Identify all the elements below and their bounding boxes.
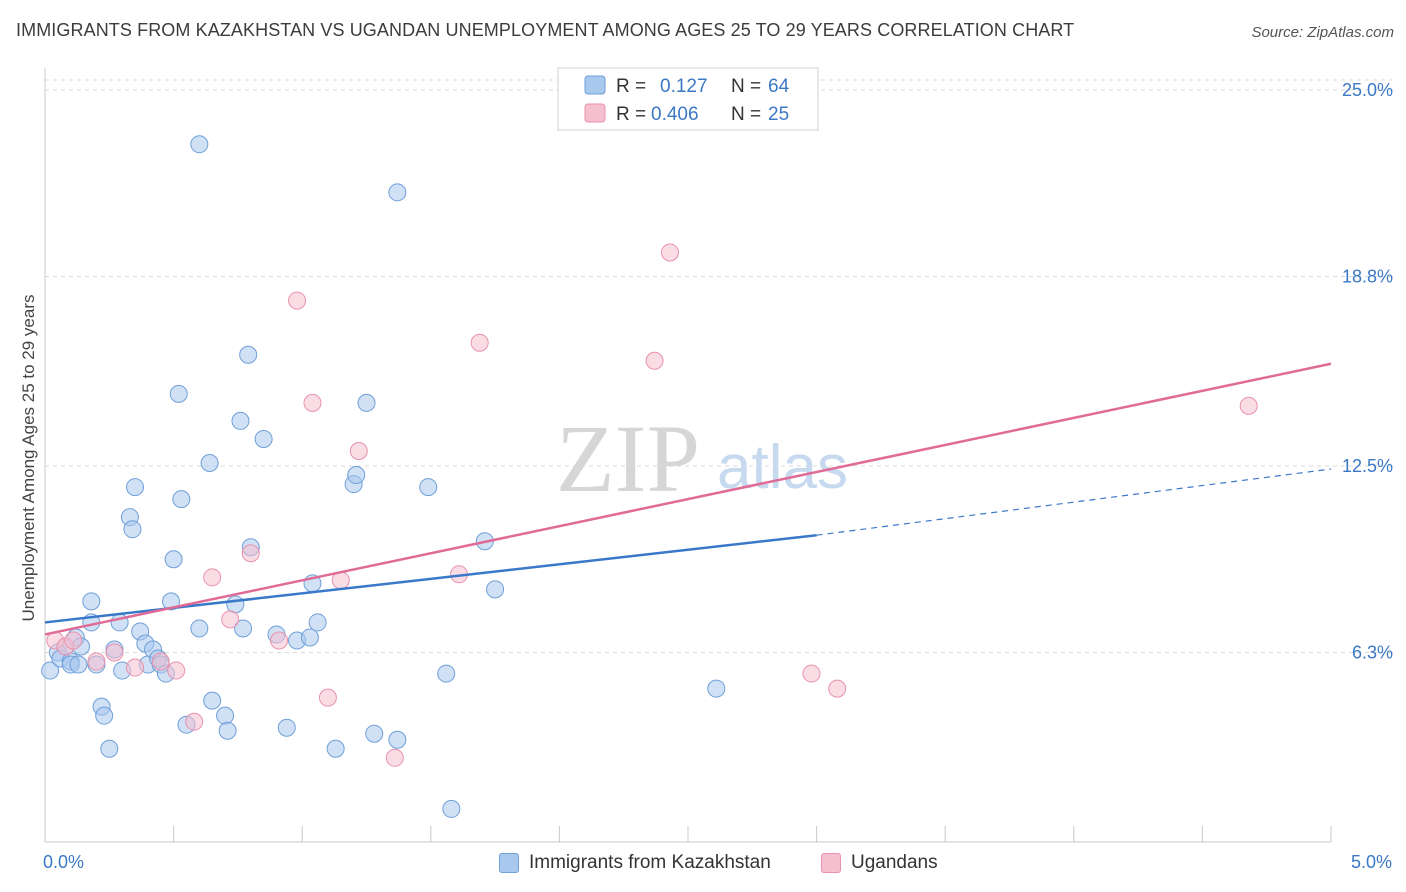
data-point-kazakhstan (234, 619, 253, 638)
legend-series: Immigrants from Kazakhstan Ugandans (0, 852, 1406, 880)
data-point-kazakhstan (172, 490, 191, 509)
legend-swatch-kazakhstan (499, 853, 519, 873)
data-point-kazakhstan (365, 724, 384, 743)
data-point-kazakhstan (277, 718, 296, 737)
x-tick-max: 5.0% (1350, 852, 1392, 872)
legend-r-value-2: 0.406 (651, 104, 699, 125)
data-point-ugandans (241, 544, 260, 563)
data-point-kazakhstan (200, 454, 219, 473)
data-point-kazakhstan (357, 393, 376, 412)
data-point-kazakhstan (123, 520, 142, 539)
y-tick-label: 12.5% (1342, 456, 1393, 476)
legend-n-value-2: 25 (768, 104, 789, 125)
trendlines (44, 362, 1332, 636)
legend-r-label-2: R = (616, 104, 646, 125)
data-point-kazakhstan (239, 345, 258, 364)
data-point-ugandans (1239, 396, 1258, 415)
data-point-ugandans (185, 712, 204, 731)
legend-r-value-1: 0.127 (660, 76, 708, 97)
data-point-kazakhstan (486, 580, 505, 599)
data-point-ugandans (151, 652, 170, 671)
data-point-kazakhstan (126, 478, 145, 497)
legend-n-value-1: 64 (768, 76, 790, 97)
watermark-atlas: atlas (717, 433, 848, 502)
y-tick-labels: 6.3% 12.5% 18.8% 25.0% (1342, 80, 1393, 662)
series-ugandans-points (46, 243, 1258, 767)
watermark-zip: ZIP (556, 405, 700, 512)
legend-n-label-1: N = (731, 76, 761, 97)
data-point-ugandans (270, 631, 289, 650)
legend-swatch-pink (584, 103, 606, 123)
data-point-ugandans (385, 748, 404, 767)
legend-item-kazakhstan: Immigrants from Kazakhstan (499, 852, 771, 874)
data-point-kazakhstan (308, 613, 327, 632)
data-point-ugandans (828, 679, 847, 698)
y-tick-label: 6.3% (1352, 643, 1393, 663)
legend-item-ugandans: Ugandans (821, 852, 938, 874)
axes (44, 68, 1332, 843)
data-point-kazakhstan (442, 799, 461, 818)
watermark: ZIP atlas (556, 405, 848, 512)
data-point-kazakhstan (254, 429, 273, 448)
data-point-ugandans (167, 661, 186, 680)
data-point-ugandans (303, 393, 322, 412)
data-point-ugandans (221, 610, 240, 629)
data-point-kazakhstan (69, 655, 88, 674)
data-point-kazakhstan (347, 466, 366, 485)
data-point-ugandans (318, 688, 337, 707)
data-point-kazakhstan (326, 739, 345, 758)
chart-title: IMMIGRANTS FROM KAZAKHSTAN VS UGANDAN UN… (16, 20, 1075, 40)
data-point-kazakhstan (707, 679, 726, 698)
legend-swatch-blue (584, 75, 606, 95)
data-point-ugandans (645, 351, 664, 370)
data-point-kazakhstan (164, 550, 183, 569)
data-point-kazakhstan (300, 628, 319, 647)
data-point-kazakhstan (169, 384, 188, 403)
data-point-ugandans (203, 568, 222, 587)
data-point-kazakhstan (95, 706, 114, 725)
data-point-kazakhstan (226, 595, 245, 614)
data-point-ugandans (87, 652, 106, 671)
data-point-kazakhstan (388, 730, 407, 749)
data-point-kazakhstan (231, 411, 250, 430)
legend-stats: R = 0.127 N = 64 R = 0.406 N = 25 (557, 67, 819, 131)
data-point-kazakhstan (388, 183, 407, 202)
data-point-ugandans (105, 643, 124, 662)
trendline-kazakhstan-extension (816, 468, 1332, 536)
data-point-ugandans (470, 333, 489, 352)
data-point-ugandans (288, 291, 307, 310)
data-point-ugandans (660, 243, 679, 262)
legend-n-label-2: N = (731, 104, 761, 125)
data-point-kazakhstan (162, 592, 181, 611)
data-point-kazakhstan (41, 661, 60, 680)
data-point-kazakhstan (218, 721, 237, 740)
y-tick-label: 18.8% (1342, 267, 1393, 287)
trendline-ugandans (44, 362, 1332, 636)
data-point-kazakhstan (203, 691, 222, 710)
data-point-kazakhstan (190, 619, 209, 638)
legend-label-kazakhstan: Immigrants from Kazakhstan (529, 852, 771, 873)
data-point-kazakhstan (437, 664, 456, 683)
legend-swatch-ugandans (821, 853, 841, 873)
y-tick-label: 25.0% (1342, 80, 1393, 100)
x-tick-min: 0.0% (43, 852, 85, 872)
source-note: Source: ZipAtlas.com (1251, 24, 1394, 41)
data-point-ugandans (802, 664, 821, 683)
legend-r-label-1: R = (616, 76, 646, 97)
data-point-kazakhstan (190, 135, 209, 154)
legend-label-ugandans: Ugandans (851, 852, 938, 873)
data-point-kazakhstan (100, 739, 119, 758)
data-point-kazakhstan (82, 592, 101, 611)
data-point-kazakhstan (216, 706, 235, 725)
data-point-ugandans (64, 631, 83, 650)
data-point-kazakhstan (419, 478, 438, 497)
data-point-ugandans (349, 441, 368, 460)
gridlines (45, 79, 1394, 654)
data-point-ugandans (126, 658, 145, 677)
